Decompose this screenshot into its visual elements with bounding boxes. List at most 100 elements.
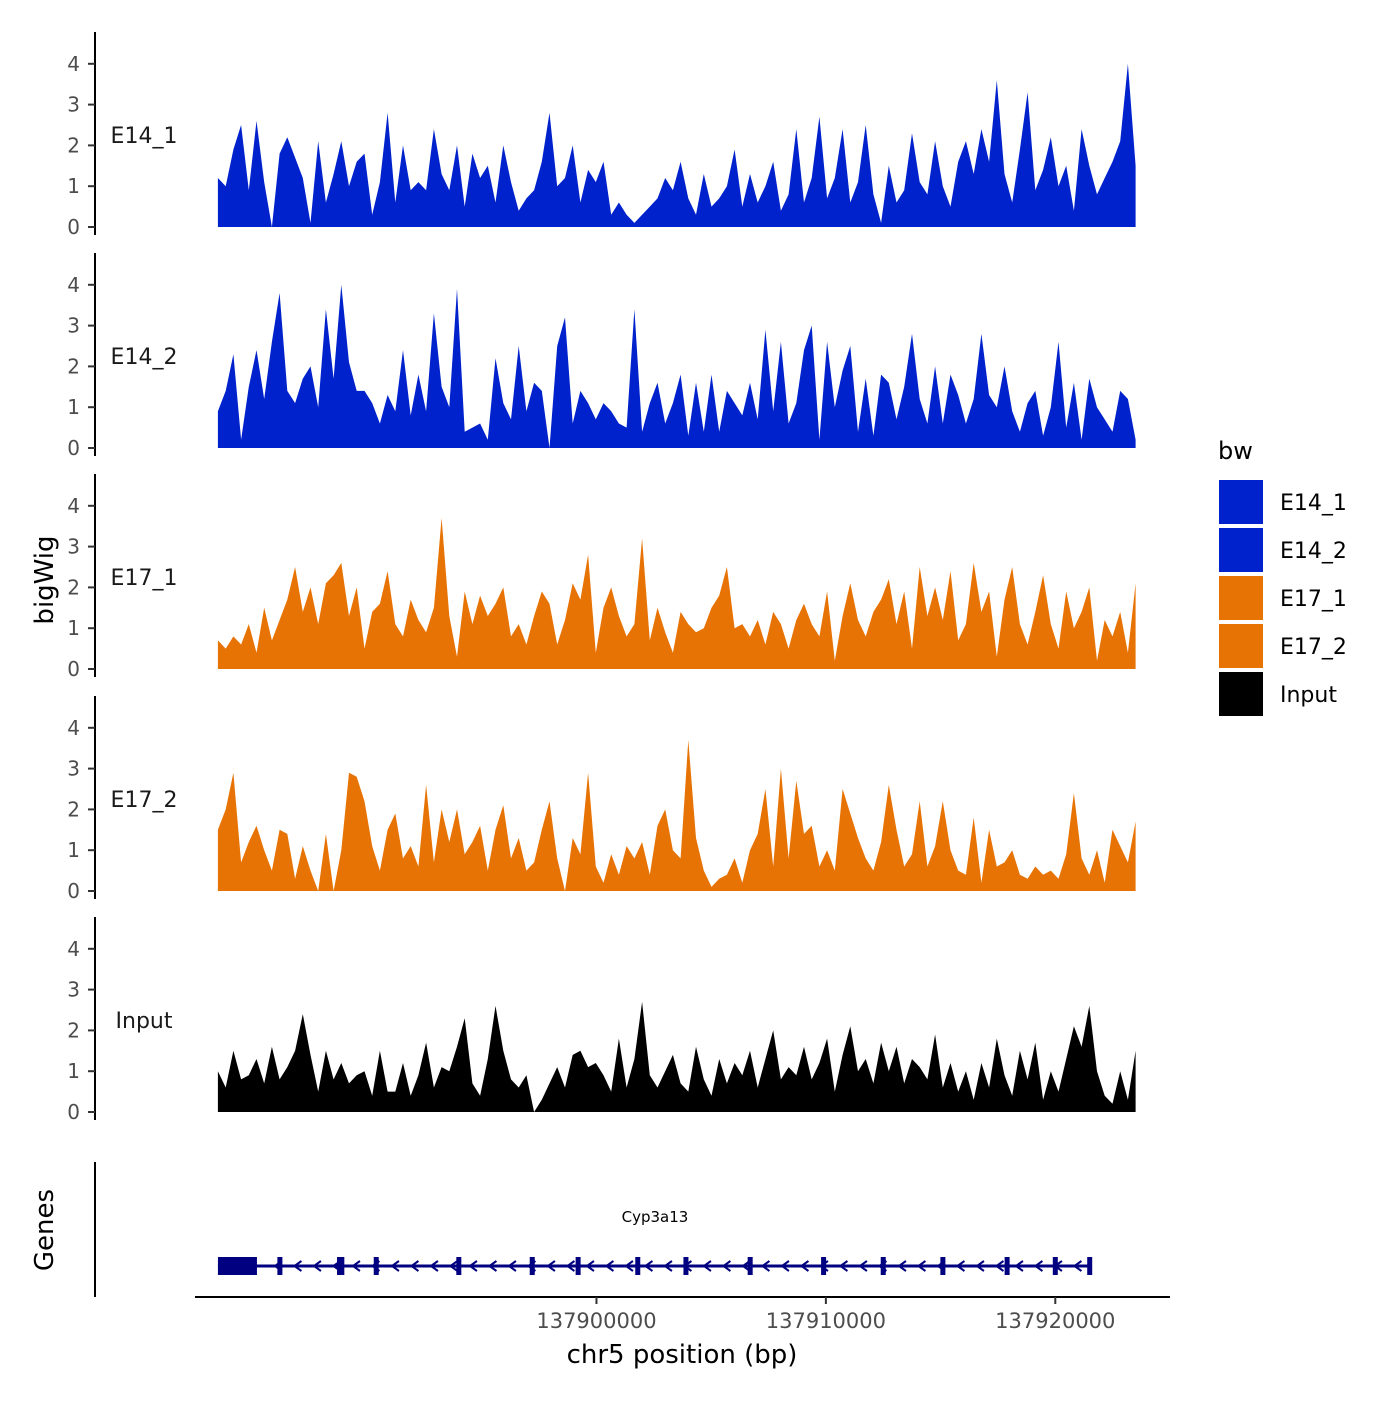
strand-arrow	[546, 1260, 556, 1272]
strand-arrow	[624, 1260, 634, 1272]
gene-exon	[940, 1257, 946, 1275]
track-label: Input	[116, 1009, 173, 1034]
gene-exon	[747, 1257, 753, 1275]
strand-arrow	[663, 1260, 673, 1272]
y-tick-label: 1	[67, 616, 80, 640]
legend-swatch	[1219, 576, 1263, 620]
y-tick-label: 2	[67, 354, 80, 378]
strand-arrow	[390, 1260, 400, 1272]
y-tick-label: 0	[67, 657, 80, 681]
strand-arrow	[448, 1260, 459, 1272]
strand-arrow	[1033, 1260, 1044, 1272]
strand-arrow	[858, 1260, 868, 1272]
gene-utr-block	[217, 1257, 257, 1275]
legend-label: E17_2	[1280, 635, 1347, 660]
gene-exon	[683, 1257, 689, 1275]
y-tick-label: 4	[67, 52, 80, 76]
gene-exon	[339, 1257, 345, 1275]
y-tick-label: 1	[67, 1059, 80, 1083]
track-e17-2: 0 1 2 3 4 E17_2	[67, 696, 1136, 903]
strand-arrow	[409, 1260, 420, 1272]
y-tick-label: 3	[67, 535, 80, 559]
legend-label: E14_1	[1280, 491, 1347, 516]
strand-arrow	[955, 1260, 966, 1272]
track-e14-1: 0 1 2 3 4 E14_1	[67, 32, 1136, 239]
legend-item-e17-2: E17_2	[1219, 624, 1347, 668]
strand-arrow	[292, 1260, 303, 1272]
track-e17-1: 0 1 2 3 4 E17_1	[67, 474, 1136, 681]
gene-exon	[1087, 1257, 1093, 1275]
legend-title: bw	[1218, 437, 1253, 465]
y-tick-label: 0	[67, 879, 80, 903]
legend-label: Input	[1280, 683, 1337, 708]
y-tick-label: 1	[67, 838, 80, 862]
gene-exon	[821, 1257, 827, 1275]
x-tick-label: 137900000	[536, 1309, 656, 1333]
strand-arrow	[585, 1260, 595, 1272]
signal-area	[217, 518, 1136, 669]
legend-label: E17_1	[1280, 587, 1347, 612]
strand-arrow	[468, 1260, 478, 1272]
signal-area	[217, 284, 1136, 448]
bigwig-tracks: 0 1 2 3 4 E14_1 0 1 2 3 4 E14_2 0 1 2 3 4 E17_1 0 1 2 3 4 E17_2…	[67, 32, 1136, 1124]
y-tick-label: 3	[67, 93, 80, 117]
legend-swatch	[1219, 672, 1263, 716]
y-tick-label: 2	[67, 575, 80, 599]
genes-title: Genes	[30, 1189, 60, 1271]
strand-arrow	[799, 1260, 810, 1272]
y-tick-label: 4	[67, 494, 80, 518]
y-tick-label: 3	[67, 757, 80, 781]
legend: bw E14_1 E14_2 E17_1 E17_2 Input	[1218, 437, 1347, 716]
track-e14-2: 0 1 2 3 4 E14_2	[67, 253, 1136, 460]
y-tick-label: 3	[67, 978, 80, 1002]
track-input: 0 1 2 3 4 Input	[67, 917, 1136, 1124]
y-tick-label: 3	[67, 314, 80, 338]
strand-arrow	[721, 1260, 732, 1272]
legend-item-input: Input	[1219, 672, 1337, 716]
track-label: E14_2	[111, 345, 178, 370]
signal-area	[217, 740, 1136, 891]
strand-arrow	[1014, 1260, 1024, 1272]
y-tick-label: 1	[67, 395, 80, 419]
strand-arrow	[604, 1260, 615, 1272]
strand-arrow	[780, 1260, 790, 1272]
strand-arrow	[643, 1260, 654, 1272]
legend-item-e14-2: E14_2	[1219, 528, 1347, 572]
gene-exon	[635, 1257, 641, 1275]
strand-arrow	[760, 1260, 771, 1272]
gene-label-cyp3a13: Cyp3a13	[622, 1208, 689, 1226]
legend-swatch	[1219, 624, 1263, 668]
gene-exon	[277, 1257, 283, 1275]
track-label: E17_1	[111, 566, 178, 591]
strand-arrow	[507, 1260, 517, 1272]
x-tick-label: 137920000	[995, 1309, 1115, 1333]
strand-arrow	[565, 1260, 576, 1272]
y-tick-label: 2	[67, 797, 80, 821]
strand-arrow	[741, 1260, 751, 1272]
strand-arrow	[429, 1260, 439, 1272]
y-tick-label: 0	[67, 1100, 80, 1124]
y-tick-label: 4	[67, 716, 80, 740]
legend-items: E14_1 E14_2 E17_1 E17_2 Input	[1219, 480, 1347, 716]
legend-swatch	[1219, 480, 1263, 524]
legend-item-e14-1: E14_1	[1219, 480, 1347, 524]
genes-panel: Genes Cyp3a13	[30, 1162, 1093, 1297]
signal-area	[217, 63, 1136, 227]
y-tick-label: 2	[67, 1018, 80, 1042]
gene-exon	[1052, 1257, 1058, 1275]
y-tick-label: 0	[67, 436, 80, 460]
gene-exon	[1004, 1257, 1010, 1275]
strand-arrow	[702, 1260, 712, 1272]
gene-exon	[529, 1257, 535, 1275]
x-axis-title: chr5 position (bp)	[567, 1340, 798, 1370]
strand-arrow	[1072, 1260, 1083, 1272]
y-tick-label: 0	[67, 215, 80, 239]
x-axis: 137900000 137910000 137920000 chr5 positio…	[195, 1296, 1170, 1370]
track-label: E14_1	[111, 124, 178, 149]
gene-exon	[456, 1257, 462, 1275]
strand-arrow	[897, 1260, 907, 1272]
y-axis-title: bigWig	[30, 535, 60, 624]
strand-arrow	[975, 1260, 985, 1272]
strand-arrow	[838, 1260, 849, 1272]
